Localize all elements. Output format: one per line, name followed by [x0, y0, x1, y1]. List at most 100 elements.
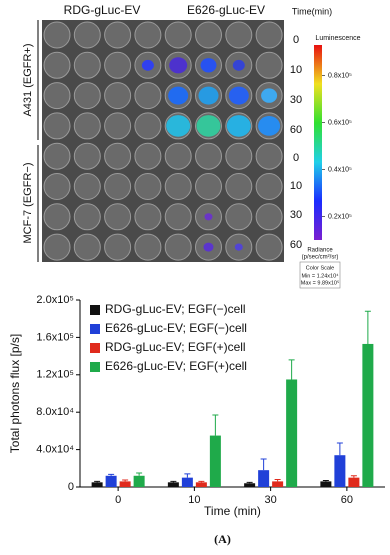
error-bar: [136, 472, 143, 476]
colorbar: [314, 45, 322, 240]
error-bar: [246, 481, 253, 484]
bar-chart: 0 4.0x10⁴ 8.0x10⁴ 1.2x10⁵ 1.6x10⁵ 2.0x10⁵ Tota…: [8, 294, 385, 546]
colorbar-unit: (p/sec/cm²/sr): [302, 255, 339, 261]
x-axis-label: Time (min): [204, 504, 261, 518]
luminescence-spot: [226, 115, 251, 137]
luminescence-spot: [168, 86, 189, 105]
luminescence-spot: [204, 213, 213, 221]
error-bar: [122, 479, 129, 482]
well: [164, 142, 192, 170]
luminescence-spot: [196, 115, 221, 137]
luminescence-spot: [234, 243, 243, 251]
column-label: E626-gLuc-EV: [187, 3, 265, 17]
column-label: RDG-gLuc-EV: [64, 3, 141, 17]
luminescence-spot: [258, 116, 281, 136]
y-tick-label: 0: [68, 481, 74, 493]
color-scale-text: Max = 9.89x10⁵: [301, 279, 340, 286]
well: [134, 21, 162, 49]
color-scale-text: Color Scale: [306, 265, 334, 271]
bar: [272, 481, 284, 487]
y-tick-label: 4.0x10⁴: [36, 444, 74, 456]
time-label: 0: [293, 152, 299, 164]
y-axis-label: Total photons flux [p/s]: [8, 334, 22, 453]
legend-swatch: [90, 305, 100, 315]
bar: [348, 477, 360, 487]
well: [104, 142, 132, 170]
well: [255, 21, 283, 49]
luminescence-spot: [203, 242, 214, 252]
bar: [119, 481, 131, 487]
well: [73, 82, 101, 110]
colorbar-title: Luminescence: [315, 35, 360, 42]
y-tick-label: 1.2x10⁵: [36, 369, 74, 381]
well: [73, 203, 101, 231]
bar: [181, 477, 193, 487]
well: [134, 203, 162, 231]
row-label: A431 (EGFR+): [22, 43, 34, 116]
well: [104, 21, 132, 49]
colorbar-tick-label: 0.4x10⁵: [328, 166, 352, 173]
well: [73, 51, 101, 79]
well: [195, 21, 222, 49]
well: [104, 233, 132, 261]
well: [43, 142, 71, 170]
well: [73, 142, 101, 170]
well: [104, 112, 132, 140]
error-bar: [108, 473, 115, 476]
caption: (A): [214, 532, 231, 546]
well: [225, 21, 253, 49]
legend-label: RDG-gLuc-EV; EGF(−)cell: [105, 302, 246, 316]
well: [43, 173, 71, 200]
error-bar: [336, 442, 343, 456]
bar: [105, 475, 117, 487]
luminescence-spot: [228, 86, 249, 105]
well: [73, 233, 101, 261]
well: [195, 142, 222, 170]
y-tick-label: 2.0x10⁵: [36, 294, 74, 306]
well: [134, 142, 162, 170]
well: [43, 21, 71, 49]
bar: [209, 435, 221, 487]
error-bar: [94, 480, 101, 483]
colorbar-tick-label: 0.2x10⁵: [328, 213, 352, 220]
colorbar-tick-label: 0.6x10⁵: [328, 119, 352, 126]
well: [104, 82, 132, 110]
colorbar-tick-label: 0.8x10⁵: [328, 72, 352, 79]
bar: [286, 379, 298, 487]
luminescence-spot: [232, 59, 245, 71]
time-label: 0: [293, 34, 299, 46]
bar: [91, 482, 103, 487]
well: [73, 21, 101, 49]
well: [73, 112, 101, 140]
well: [43, 51, 71, 79]
bar: [244, 483, 256, 487]
luminescence-spot: [261, 88, 278, 103]
x-tick-label: 30: [265, 494, 277, 506]
color-scale-box: [299, 261, 341, 289]
x-tick-label: 0: [115, 494, 121, 506]
luminescence-spot: [141, 59, 154, 71]
well: [255, 203, 283, 231]
error-bar: [288, 359, 295, 380]
error-bar: [322, 479, 329, 482]
time-label: 30: [290, 94, 302, 106]
well: [225, 173, 253, 200]
legend-label: E626-gLuc-EV; EGF(+)cell: [105, 359, 247, 373]
y-tick-label: 1.6x10⁵: [36, 331, 74, 343]
well: [134, 82, 162, 110]
bar: [258, 470, 270, 487]
luminescence-spot: [166, 115, 191, 137]
well: [255, 142, 283, 170]
time-label: 60: [290, 239, 302, 251]
bar: [320, 481, 332, 487]
well: [104, 51, 132, 79]
bar: [167, 482, 179, 487]
well: [104, 203, 132, 231]
error-bar: [184, 473, 191, 478]
colorbar-unit: Radiance: [307, 248, 333, 254]
y-tick-label: 8.0x10⁴: [36, 406, 74, 418]
row-label: MCF-7 (EGFR−): [22, 163, 34, 244]
error-bar: [260, 458, 267, 471]
well: [225, 142, 253, 170]
